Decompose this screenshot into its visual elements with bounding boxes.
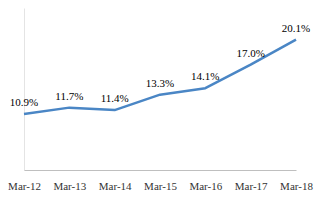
x-tick-label: Mar-14	[99, 180, 132, 192]
data-label: 20.1%	[282, 22, 310, 34]
x-tick-label: Mar-17	[235, 180, 268, 192]
data-labels: 10.9% 11.7% 11.4% 13.3% 14.1% 17.0% 20.1%	[10, 22, 310, 109]
y-axis	[24, 9, 25, 171]
x-tick: Mar-13	[53, 170, 86, 192]
plot-area	[24, 40, 296, 115]
data-label: 14.1%	[191, 70, 219, 82]
x-tick: Mar-17	[235, 170, 268, 192]
x-tick-label: Mar-18	[280, 180, 313, 192]
x-tick-label: Mar-16	[189, 180, 222, 192]
y-axis-line	[24, 9, 25, 171]
data-line	[24, 40, 296, 115]
x-tick-label: Mar-13	[53, 180, 86, 192]
x-tick-label: Mar-12	[8, 180, 41, 192]
x-axis-line	[25, 170, 297, 171]
x-tick-label: Mar-15	[144, 180, 177, 192]
chart: Mar-12 Mar-13 Mar-14 Mar-15 Mar-16 Mar-17 Mar-…	[0, 0, 320, 214]
x-tick: Mar-18	[280, 170, 313, 192]
data-label: 13.3%	[146, 77, 174, 89]
data-label: 10.9%	[10, 96, 38, 108]
data-label: 11.4%	[101, 92, 129, 104]
x-tick: Mar-15	[144, 170, 177, 192]
x-tick: Mar-12	[8, 170, 41, 192]
x-axis: Mar-12 Mar-13 Mar-14 Mar-15 Mar-16 Mar-17 Mar-…	[8, 170, 313, 192]
data-label: 11.7%	[55, 90, 83, 102]
x-tick: Mar-14	[99, 170, 132, 192]
x-tick: Mar-16	[189, 170, 222, 192]
data-label: 17.0%	[236, 47, 264, 59]
